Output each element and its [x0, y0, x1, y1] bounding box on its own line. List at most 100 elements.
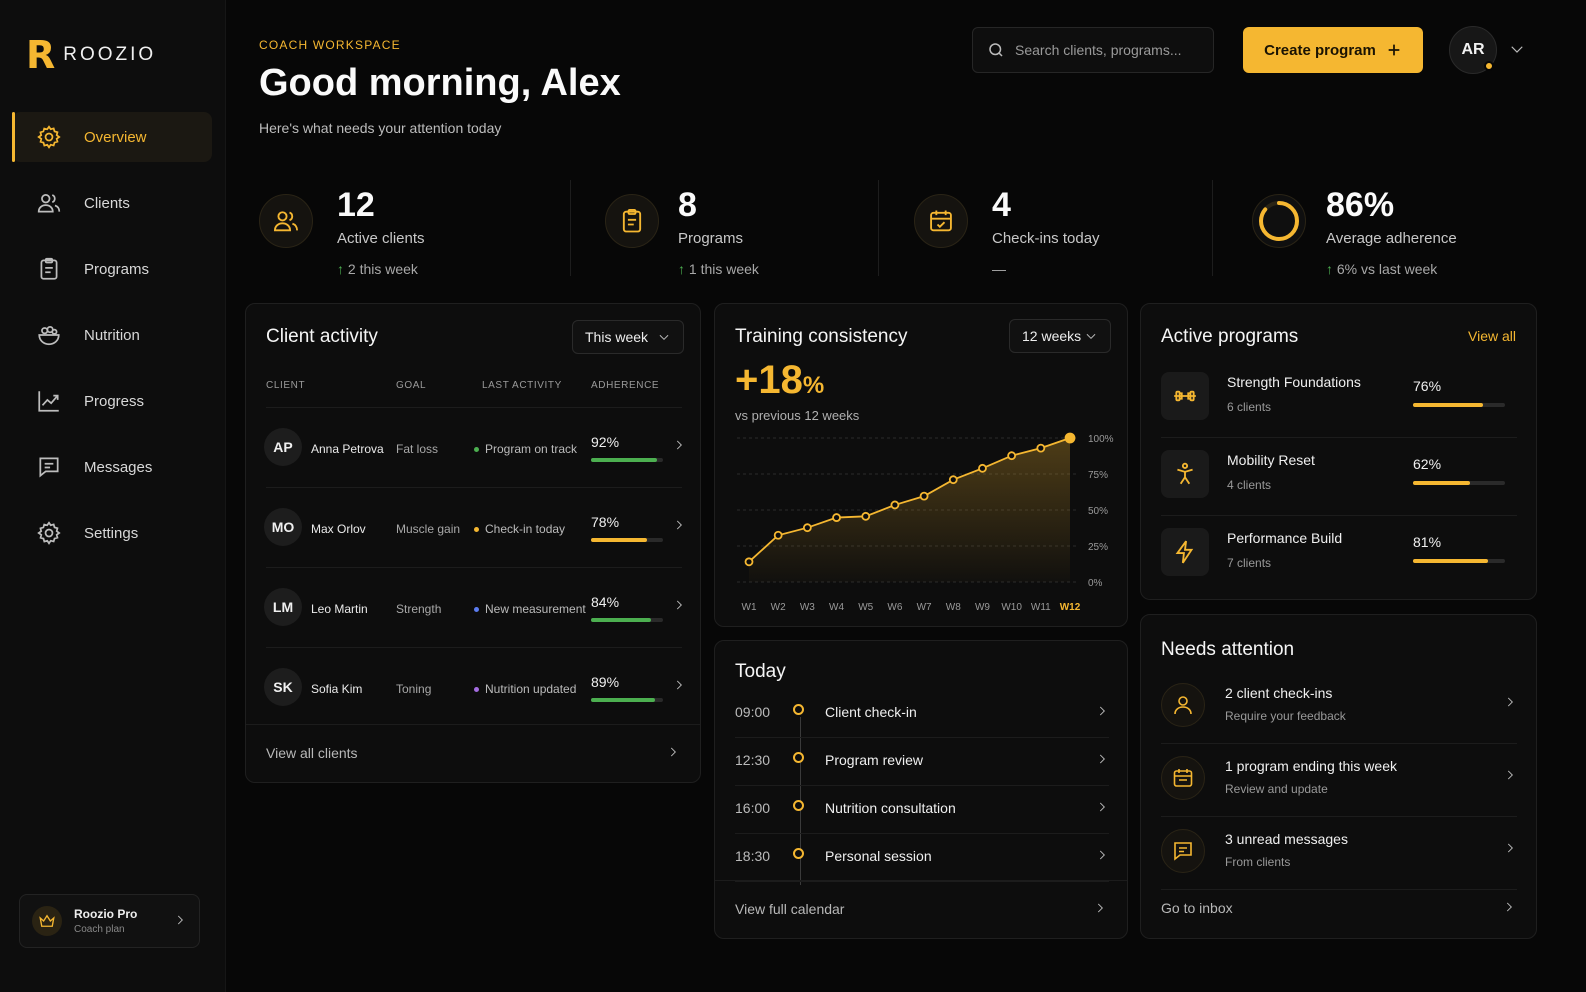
table-row[interactable]: AP Anna Petrova Fat loss Program on trac… — [264, 407, 682, 485]
row-chevron — [1095, 704, 1109, 723]
go-to-inbox-link[interactable]: Go to inbox — [1141, 880, 1536, 938]
plan-card[interactable]: Roozio Pro Coach plan — [19, 894, 200, 948]
chart-point[interactable] — [948, 475, 958, 485]
row-chevron — [1503, 768, 1517, 787]
chart-point[interactable] — [802, 523, 812, 533]
sidebar-item-nutrition[interactable]: Nutrition — [12, 310, 212, 360]
search-box[interactable] — [972, 27, 1214, 73]
stat-programs[interactable]: 8 Programs ↑ 1 this week — [605, 180, 865, 277]
schedule-item[interactable]: 16:00 Nutrition consultation — [735, 786, 1109, 834]
arrow-up-icon: ↑ — [337, 261, 344, 277]
program-name: Strength Foundations — [1227, 374, 1361, 390]
schedule-label: Personal session — [825, 848, 932, 864]
card-title: Client activity — [266, 326, 378, 347]
search-input[interactable] — [1015, 42, 1195, 58]
program-item[interactable]: Performance Build 7 clients 81% — [1161, 516, 1517, 594]
sidebar-item-clients[interactable]: Clients — [12, 178, 212, 228]
program-item[interactable]: Strength Foundations 6 clients 76% — [1161, 360, 1517, 438]
schedule-item[interactable]: 09:00 Client check-in — [735, 690, 1109, 738]
view-all-programs-link[interactable]: View all — [1468, 328, 1516, 344]
x-tick-label: W2 — [771, 602, 786, 613]
y-tick-label: 0% — [1088, 578, 1103, 589]
chevron-down-icon[interactable] — [1508, 40, 1526, 58]
attention-subtitle: Require your feedback — [1225, 709, 1346, 723]
adherence-bar-fill — [591, 458, 658, 462]
activity-dot — [474, 526, 479, 532]
stat-value: 8 — [678, 186, 697, 224]
attention-item[interactable]: 2 client check-ins Require your feedback — [1161, 671, 1517, 744]
attention-title: 3 unread messages — [1225, 831, 1348, 847]
chart-area — [749, 438, 1070, 582]
chart-point[interactable] — [832, 513, 841, 522]
range-select[interactable]: 12 weeks — [1009, 319, 1111, 353]
client-activity-card: Client activity This week CLIENT GOAL LA… — [245, 303, 701, 783]
table-row[interactable]: MO Max Orlov Muscle gain Check-in today … — [264, 487, 682, 565]
view-full-calendar-link[interactable]: View full calendar — [715, 880, 1127, 938]
sidebar-item-messages[interactable]: Messages — [12, 442, 212, 492]
client-avatar: AP — [264, 428, 302, 466]
client-last-activity: Program on track — [474, 442, 577, 456]
stat-label: Programs — [678, 230, 744, 247]
program-item[interactable]: Mobility Reset 4 clients 62% — [1161, 438, 1517, 516]
stat-adherence[interactable]: 86% Average adherence ↑ 6% vs last week — [1252, 180, 1552, 277]
calendar-icon — [1161, 756, 1205, 800]
attention-item[interactable]: 1 program ending this week Review and up… — [1161, 744, 1517, 817]
program-name: Mobility Reset — [1227, 452, 1315, 468]
avatar[interactable]: AR — [1449, 26, 1497, 74]
sidebar-item-settings[interactable]: Settings — [12, 508, 212, 558]
arrow-up-icon: ↑ — [678, 261, 685, 277]
range-select-value: 12 weeks — [1022, 328, 1082, 344]
footer-label: View all clients — [266, 745, 358, 761]
lightning-icon — [1161, 528, 1209, 576]
sidebar-item-programs[interactable]: Programs — [12, 244, 212, 294]
chart-line — [748, 437, 1071, 563]
chevron-right-icon — [1507, 697, 1513, 707]
gear-icon — [37, 125, 61, 149]
stat-delta: ↑ 2 this week — [337, 261, 418, 277]
schedule-time: 18:30 — [735, 848, 771, 864]
attention-item[interactable]: 3 unread messages From clients — [1161, 817, 1517, 890]
x-tick-label: W9 — [975, 602, 990, 613]
footer-label: View full calendar — [735, 901, 845, 917]
brand-logo[interactable]: R ROOZIO — [26, 36, 156, 74]
chevron-down-icon — [1086, 333, 1096, 339]
chevron-right-icon — [676, 600, 682, 610]
adherence-bar-fill — [591, 538, 648, 542]
chart-point[interactable] — [890, 500, 900, 510]
table-row[interactable]: LM Leo Martin Strength New measurement 8… — [264, 567, 682, 645]
chart-point[interactable] — [1007, 451, 1017, 461]
schedule-label: Program review — [825, 752, 924, 768]
stat-value: 86% — [1326, 186, 1395, 224]
card-title: Today — [735, 661, 786, 682]
sidebar-item-progress[interactable]: Progress — [12, 376, 212, 426]
client-last-activity: Nutrition updated — [474, 682, 576, 696]
chart-point[interactable] — [773, 530, 783, 540]
x-tick-label: W3 — [800, 602, 815, 613]
sidebar-item-overview[interactable]: Overview — [12, 112, 212, 162]
row-chevron — [1503, 841, 1517, 860]
chart-point[interactable] — [1064, 432, 1076, 444]
chart-point[interactable] — [1036, 443, 1046, 453]
create-program-button[interactable]: Create program — [1243, 27, 1423, 73]
chart-point[interactable] — [744, 557, 754, 567]
stat-divider — [570, 180, 571, 276]
row-chevron — [1503, 695, 1517, 714]
consistency-subtitle: vs previous 12 weeks — [735, 408, 860, 423]
timeline-dot — [793, 752, 804, 763]
activity-text: Nutrition updated — [485, 682, 577, 696]
chart-point[interactable] — [861, 511, 871, 521]
schedule-item[interactable]: 18:30 Personal session — [735, 834, 1109, 882]
schedule-time: 12:30 — [735, 752, 771, 768]
stat-checkins[interactable]: 4 Check-ins today — — [914, 180, 1194, 277]
attention-title: 1 program ending this week — [1225, 758, 1397, 774]
chart-point[interactable] — [978, 463, 987, 473]
x-tick-label: W4 — [829, 602, 844, 613]
adherence-bar — [591, 698, 663, 702]
schedule-item[interactable]: 12:30 Program review — [735, 738, 1109, 786]
stat-active-clients[interactable]: 12 Active clients ↑ 2 this week — [259, 180, 559, 277]
user-icon — [1161, 683, 1205, 727]
table-row[interactable]: SK Sofia Kim Toning Nutrition updated 89… — [264, 647, 682, 725]
view-all-clients-link[interactable]: View all clients — [246, 724, 700, 782]
period-select[interactable]: This week — [572, 320, 684, 354]
chart-point[interactable] — [919, 491, 929, 501]
